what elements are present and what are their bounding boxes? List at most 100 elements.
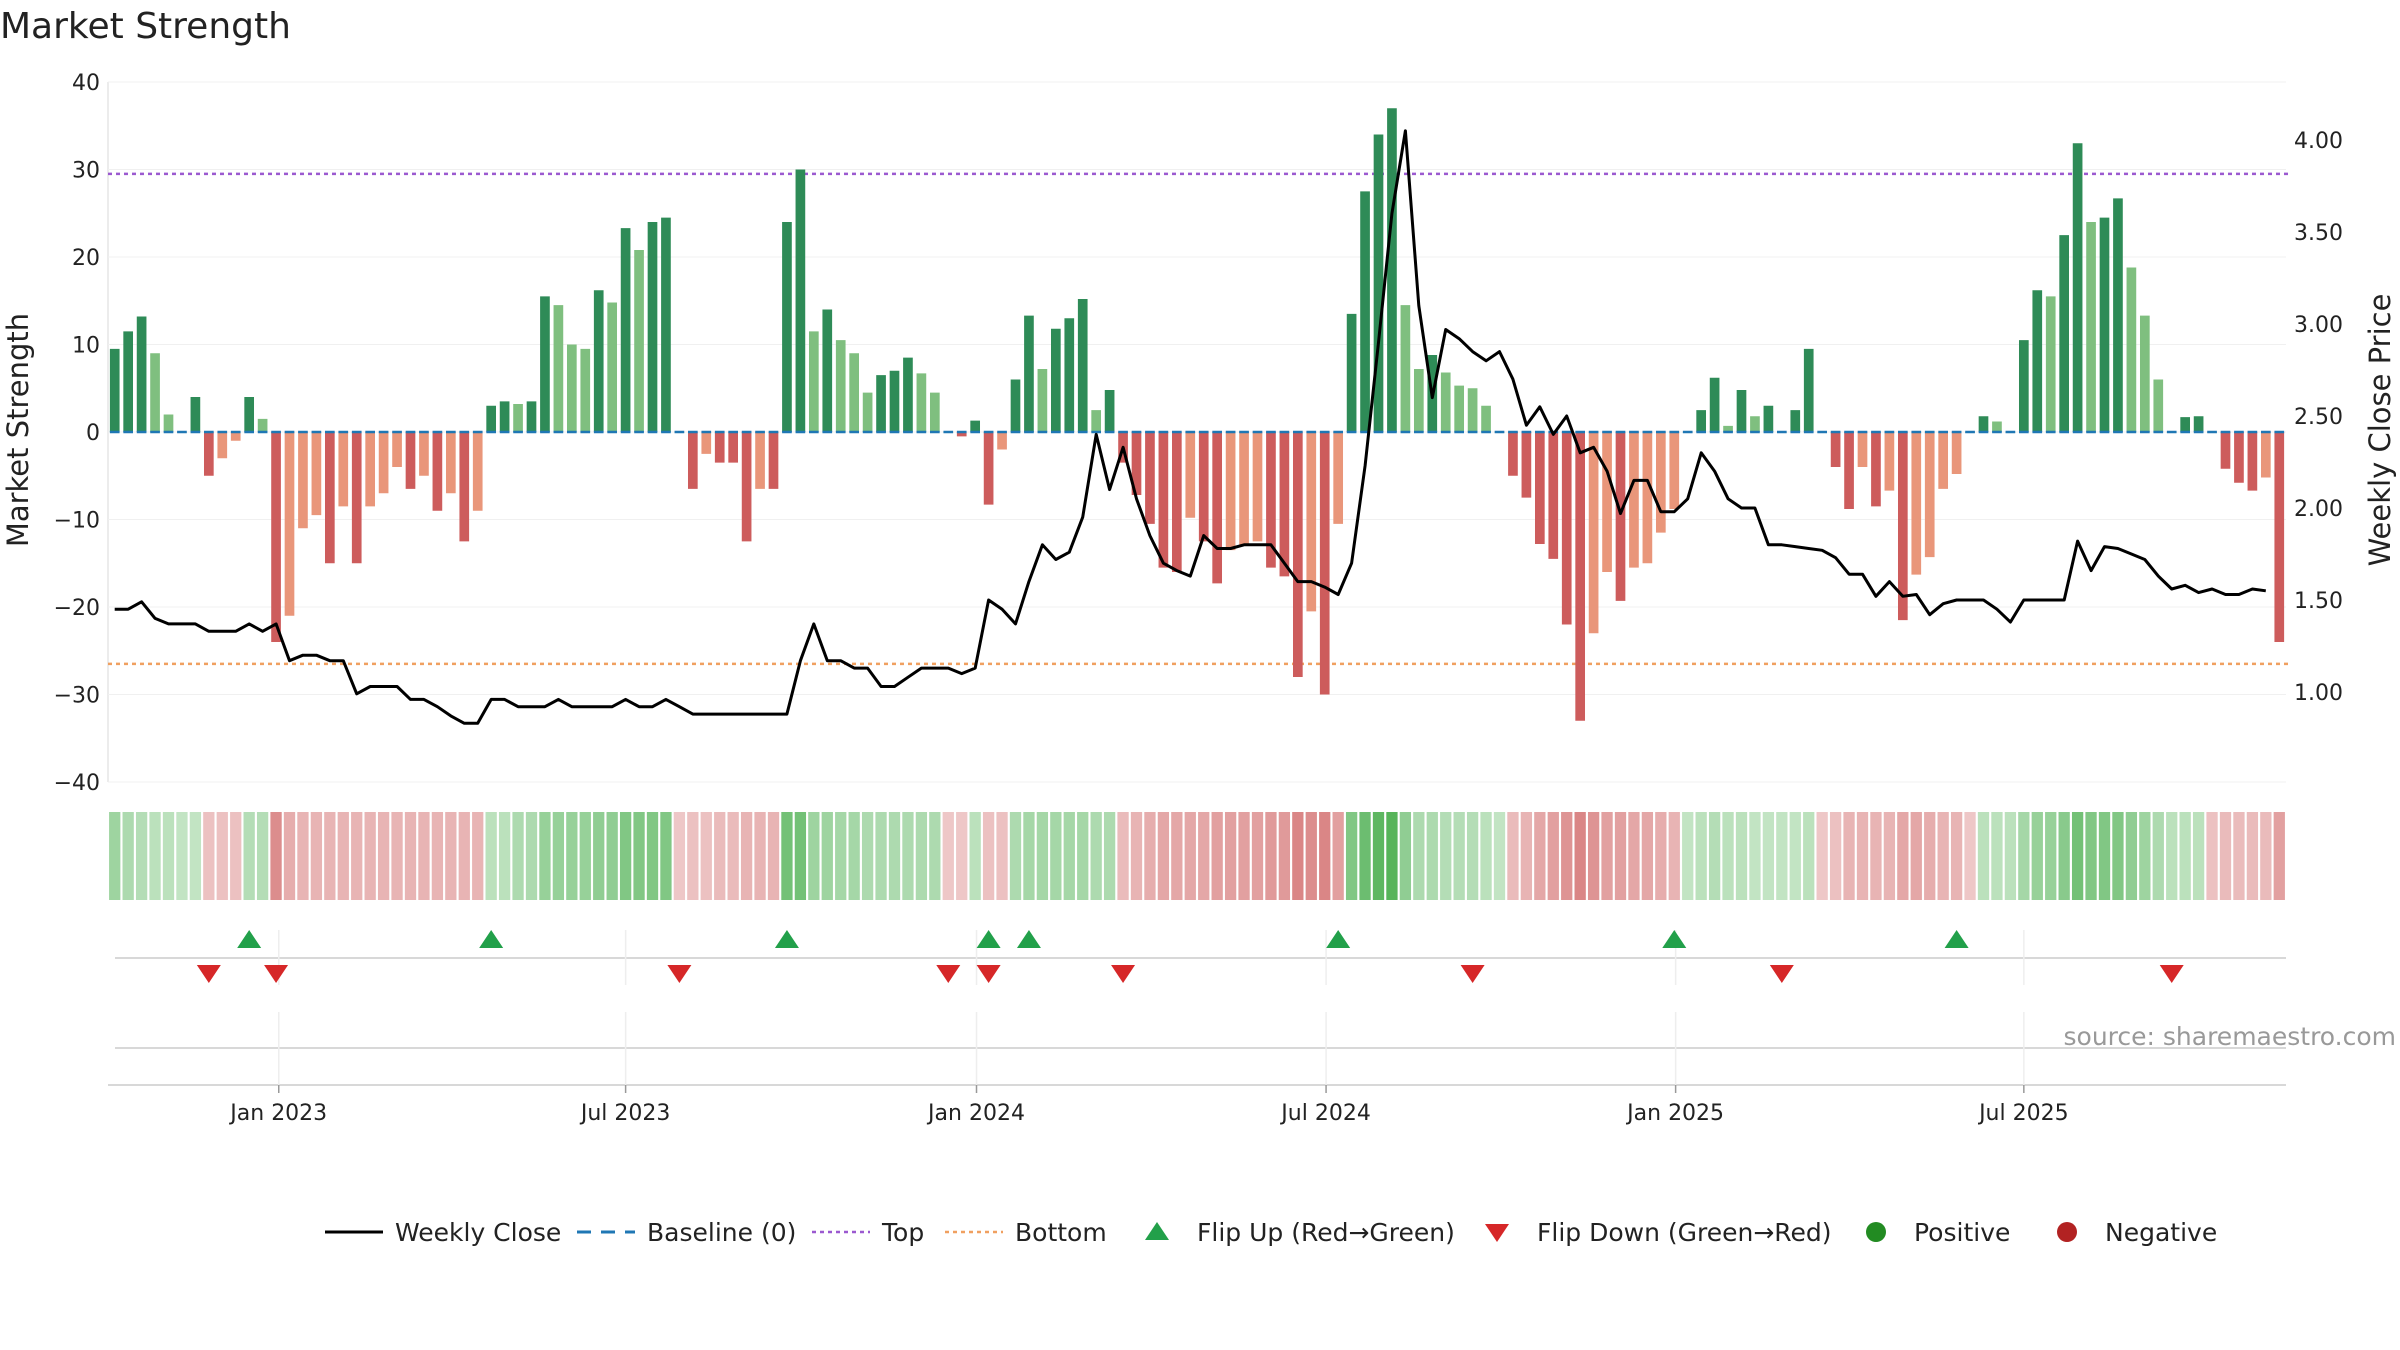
regime-cell xyxy=(230,812,242,900)
left-axis-ticks: 40 30 20 10 0 −10 −20 −30 −40 xyxy=(54,71,100,796)
regime-cell xyxy=(122,812,134,900)
strength-bar xyxy=(1333,432,1344,524)
x-tick-label: Jul 2024 xyxy=(1279,1101,1371,1126)
regime-cell xyxy=(1655,812,1667,900)
regime-cell xyxy=(915,812,928,900)
strength-bar xyxy=(1346,313,1357,432)
x-tick-label: Jan 2025 xyxy=(1625,1101,1724,1126)
regime-cell xyxy=(1251,812,1264,900)
left-tick-label: −20 xyxy=(54,596,100,621)
strength-bar xyxy=(607,302,618,432)
strength-bar xyxy=(1010,379,1021,432)
regime-cell xyxy=(552,812,565,900)
strength-bar xyxy=(351,432,362,564)
regime-cell xyxy=(1292,812,1304,900)
legend-positive: Positive xyxy=(1866,1218,2010,1247)
strength-bar xyxy=(1400,305,1411,432)
regime-cell xyxy=(727,812,739,900)
regime-cell xyxy=(377,812,390,900)
regime-cell xyxy=(458,812,470,900)
regime-cell xyxy=(1507,812,1519,900)
right-tick-label: 3.50 xyxy=(2294,221,2343,246)
strength-bar xyxy=(540,296,550,432)
strength-bar xyxy=(620,228,631,432)
strength-bar xyxy=(1050,328,1061,432)
strength-bar xyxy=(1655,432,1666,533)
strength-bar xyxy=(2193,416,2204,432)
flip-up-marker xyxy=(479,930,504,948)
regime-cell xyxy=(203,812,215,900)
regime-cell xyxy=(956,812,968,900)
right-axis-title: Weekly Close Price xyxy=(2363,294,2397,567)
strength-bar xyxy=(2139,315,2150,432)
right-tick-label: 4.00 xyxy=(2294,129,2343,154)
regime-cell xyxy=(1466,812,1479,900)
strength-bar xyxy=(163,414,174,432)
strength-bar xyxy=(956,432,967,437)
regime-cell xyxy=(888,812,901,900)
regime-cell xyxy=(1359,812,1371,900)
strength-bar xyxy=(2274,432,2285,642)
strength-bar xyxy=(1561,432,1572,625)
regime-cell xyxy=(942,812,954,900)
strength-bar xyxy=(1104,390,1115,432)
flip-up-marker xyxy=(774,930,799,948)
strength-bar xyxy=(2126,267,2137,432)
regime-cell xyxy=(1050,812,1062,900)
regime-cell xyxy=(1695,812,1707,900)
regime-cell xyxy=(2125,812,2138,900)
right-tick-label: 1.50 xyxy=(2294,589,2343,614)
regime-cell xyxy=(1023,812,1035,900)
strength-bar xyxy=(1225,432,1236,551)
left-axis-title: Market Strength xyxy=(1,313,35,547)
regime-cell xyxy=(1211,812,1223,900)
strength-bar xyxy=(1360,191,1370,432)
regime-cell xyxy=(2206,812,2218,900)
strength-bar xyxy=(1897,432,1908,621)
strength-bar xyxy=(580,348,591,432)
right-tick-label: 2.00 xyxy=(2294,497,2343,522)
strength-bar xyxy=(1736,390,1747,432)
strength-bar xyxy=(970,420,981,432)
strength-bar xyxy=(2220,432,2231,469)
regime-cell xyxy=(1547,812,1559,900)
regime-cell xyxy=(472,812,484,900)
regime-cell xyxy=(498,812,511,900)
regime-cell xyxy=(256,812,269,900)
regime-cell xyxy=(337,812,349,900)
strength-bar xyxy=(1131,432,1142,495)
legend-label: Weekly Close xyxy=(395,1218,561,1247)
strength-bar xyxy=(1588,432,1599,634)
regime-cell xyxy=(875,812,887,900)
regime-cell xyxy=(687,812,699,900)
strength-bar xyxy=(150,353,160,432)
regime-cell xyxy=(324,812,336,900)
legend-swatch xyxy=(2057,1222,2077,1242)
regime-cell xyxy=(2004,812,2017,900)
regime-cell xyxy=(243,812,255,900)
strength-bar xyxy=(244,397,255,432)
strength-bar xyxy=(324,432,335,564)
regime-cell xyxy=(1587,812,1600,900)
right-axis-ticks: 4.00 3.50 3.00 2.50 2.00 1.50 1.00 xyxy=(2294,129,2343,706)
regime-cell xyxy=(969,812,981,900)
left-tick-label: −10 xyxy=(54,509,100,534)
regime-cell xyxy=(1937,812,1949,900)
legend-label: Negative xyxy=(2105,1218,2217,1247)
regime-cell xyxy=(1036,812,1049,900)
regime-cell xyxy=(821,812,833,900)
strength-bar xyxy=(1440,372,1451,432)
strength-bar xyxy=(1830,432,1841,467)
regime-cell xyxy=(351,812,363,900)
strength-bar xyxy=(445,432,456,494)
regime-cell xyxy=(485,812,497,900)
flip-up-marker xyxy=(237,930,262,948)
regime-cell xyxy=(646,812,659,900)
regime-cell xyxy=(1883,812,1896,900)
strength-bar xyxy=(1696,410,1707,432)
strength-bar xyxy=(768,432,779,489)
regime-cell xyxy=(1762,812,1775,900)
regime-cell xyxy=(2152,812,2164,900)
strength-bar xyxy=(2234,432,2244,483)
